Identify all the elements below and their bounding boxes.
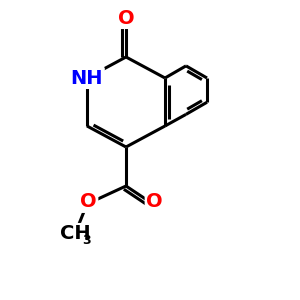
Text: O: O xyxy=(118,8,134,28)
Text: NH: NH xyxy=(71,68,103,88)
Text: CH: CH xyxy=(60,224,90,243)
Text: 3: 3 xyxy=(82,234,91,247)
Text: O: O xyxy=(146,192,163,212)
Text: O: O xyxy=(80,192,97,212)
